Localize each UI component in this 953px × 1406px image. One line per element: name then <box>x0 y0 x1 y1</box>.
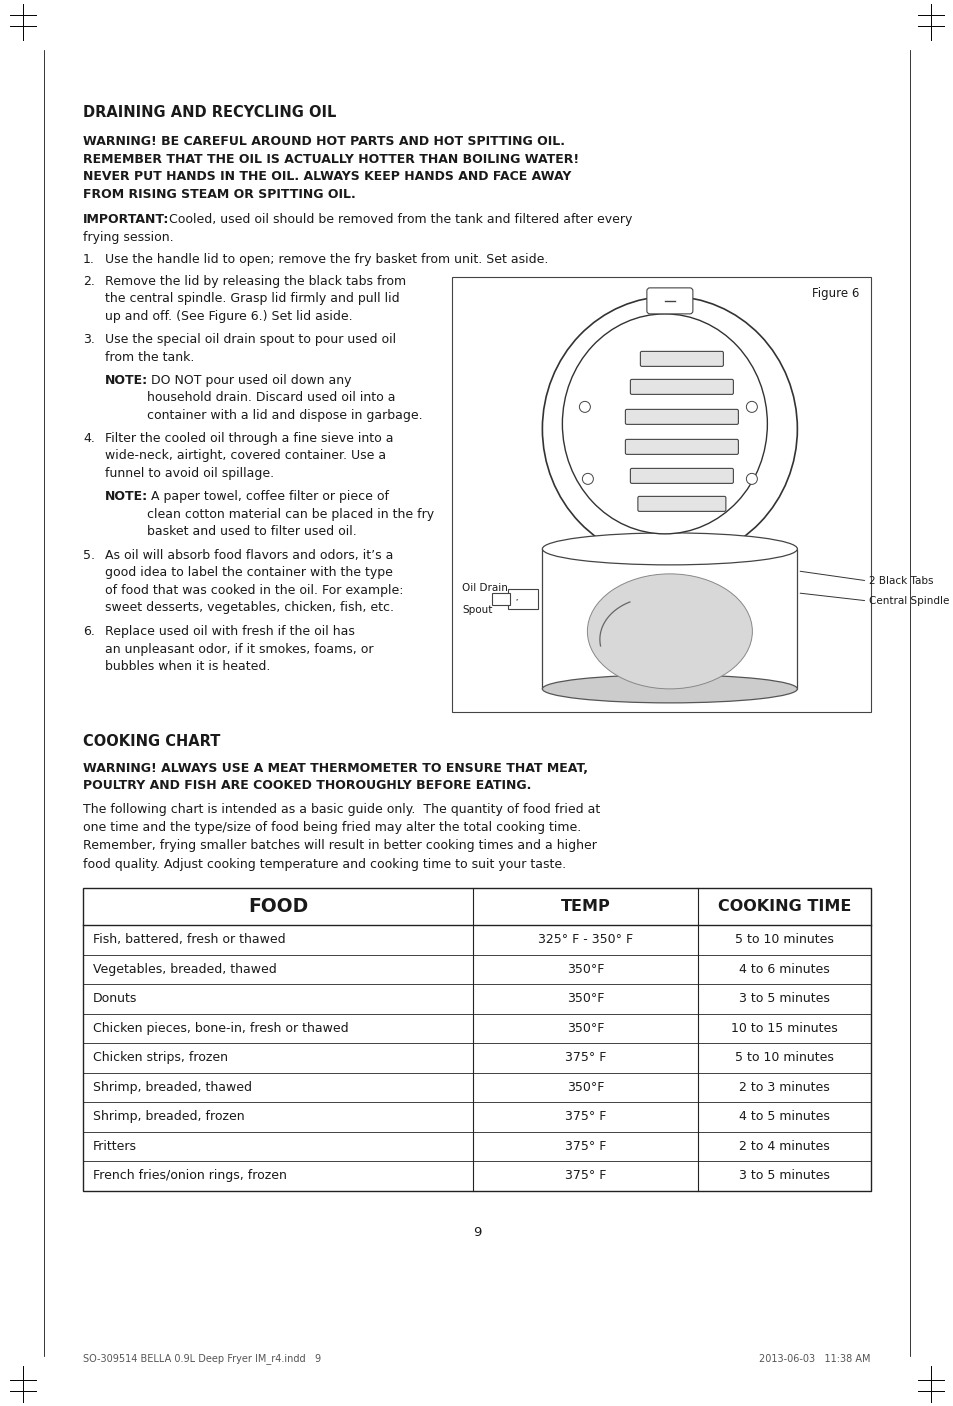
Text: 3 to 5 minutes: 3 to 5 minutes <box>739 993 829 1005</box>
Text: 6.: 6. <box>83 626 94 638</box>
Text: 375° F: 375° F <box>564 1140 605 1153</box>
Text: 350°F: 350°F <box>566 963 603 976</box>
Text: Replace used oil with fresh if the oil has
an unpleasant odor, if it smokes, foa: Replace used oil with fresh if the oil h… <box>105 626 374 673</box>
Text: NOTE:: NOTE: <box>105 491 148 503</box>
Text: 3.: 3. <box>83 333 94 346</box>
Text: 4 to 5 minutes: 4 to 5 minutes <box>739 1111 829 1123</box>
Circle shape <box>745 474 757 485</box>
Text: WARNING! ALWAYS USE A MEAT THERMOMETER TO ENSURE THAT MEAT,
POULTRY AND FISH ARE: WARNING! ALWAYS USE A MEAT THERMOMETER T… <box>83 762 587 793</box>
Text: SO-309514 BELLA 0.9L Deep Fryer IM_r4.indd   9: SO-309514 BELLA 0.9L Deep Fryer IM_r4.in… <box>83 1353 321 1364</box>
Text: 2.: 2. <box>83 276 94 288</box>
FancyBboxPatch shape <box>646 288 692 314</box>
Text: 5 to 10 minutes: 5 to 10 minutes <box>734 934 833 946</box>
FancyBboxPatch shape <box>625 439 738 454</box>
Text: 325° F - 350° F: 325° F - 350° F <box>537 934 632 946</box>
Text: Shrimp, breaded, frozen: Shrimp, breaded, frozen <box>92 1111 244 1123</box>
Text: DO NOT pour used oil down any
household drain. Discard used oil into a
container: DO NOT pour used oil down any household … <box>147 374 422 422</box>
Text: NOTE:: NOTE: <box>105 374 148 387</box>
FancyBboxPatch shape <box>625 409 738 425</box>
Bar <box>83 887 870 1191</box>
Text: Remove the lid by releasing the black tabs from
the central spindle. Grasp lid f: Remove the lid by releasing the black ta… <box>105 276 406 323</box>
Ellipse shape <box>561 314 766 534</box>
Text: 2 to 4 minutes: 2 to 4 minutes <box>739 1140 829 1153</box>
FancyBboxPatch shape <box>630 380 733 394</box>
FancyBboxPatch shape <box>639 352 722 367</box>
Text: Figure 6: Figure 6 <box>811 287 858 299</box>
Bar <box>492 593 510 605</box>
Text: 4 to 6 minutes: 4 to 6 minutes <box>739 963 829 976</box>
Text: Remember, frying smaller batches will result in better cooking times and a highe: Remember, frying smaller batches will re… <box>83 839 597 852</box>
Ellipse shape <box>542 533 797 565</box>
Bar <box>542 548 797 689</box>
Text: 5 to 10 minutes: 5 to 10 minutes <box>734 1052 833 1064</box>
Text: 350°F: 350°F <box>566 1081 603 1094</box>
Text: 2013-06-03   11:38 AM: 2013-06-03 11:38 AM <box>759 1354 870 1364</box>
Text: Donuts: Donuts <box>92 993 137 1005</box>
Text: The following chart is intended as a basic guide only.  The quantity of food fri: The following chart is intended as a bas… <box>83 803 599 815</box>
Text: 350°F: 350°F <box>566 1022 603 1035</box>
Text: 4.: 4. <box>83 432 94 444</box>
Text: 10 to 15 minutes: 10 to 15 minutes <box>730 1022 837 1035</box>
Text: Filter the cooled oil through a fine sieve into a
wide-neck, airtight, covered c: Filter the cooled oil through a fine sie… <box>105 432 393 479</box>
Text: 375° F: 375° F <box>564 1052 605 1064</box>
Bar <box>508 589 537 609</box>
Text: 375° F: 375° F <box>564 1111 605 1123</box>
Text: Central Spindle: Central Spindle <box>868 596 949 606</box>
Text: one time and the type/size of food being fried may alter the total cooking time.: one time and the type/size of food being… <box>83 821 580 834</box>
Text: 9: 9 <box>473 1226 480 1239</box>
FancyBboxPatch shape <box>638 496 725 512</box>
Text: Vegetables, breaded, thawed: Vegetables, breaded, thawed <box>92 963 276 976</box>
Text: COOKING TIME: COOKING TIME <box>717 898 850 914</box>
Text: As oil will absorb food flavors and odors, it’s a
good idea to label the contain: As oil will absorb food flavors and odor… <box>105 548 403 614</box>
Text: 3 to 5 minutes: 3 to 5 minutes <box>739 1170 829 1182</box>
Text: Cooled, used oil should be removed from the tank and filtered after every: Cooled, used oil should be removed from … <box>165 212 632 225</box>
Text: Chicken strips, frozen: Chicken strips, frozen <box>92 1052 228 1064</box>
Text: 350°F: 350°F <box>566 993 603 1005</box>
Text: Oil Drain: Oil Drain <box>461 583 507 593</box>
Text: WARNING! BE CAREFUL AROUND HOT PARTS AND HOT SPITTING OIL.
REMEMBER THAT THE OIL: WARNING! BE CAREFUL AROUND HOT PARTS AND… <box>83 135 578 201</box>
Text: French fries/onion rings, frozen: French fries/onion rings, frozen <box>92 1170 287 1182</box>
Text: Fritters: Fritters <box>92 1140 137 1153</box>
Text: 2 to 3 minutes: 2 to 3 minutes <box>739 1081 829 1094</box>
Circle shape <box>581 474 593 485</box>
Text: frying session.: frying session. <box>83 231 173 243</box>
Text: A paper towel, coffee filter or piece of
clean cotton material can be placed in : A paper towel, coffee filter or piece of… <box>147 491 434 538</box>
Circle shape <box>578 401 590 412</box>
Ellipse shape <box>587 574 752 689</box>
Text: 5.: 5. <box>83 548 95 561</box>
Ellipse shape <box>542 675 797 703</box>
Text: Fish, battered, fresh or thawed: Fish, battered, fresh or thawed <box>92 934 285 946</box>
Text: 1.: 1. <box>83 253 94 266</box>
Text: 2 Black Tabs: 2 Black Tabs <box>868 576 933 586</box>
FancyBboxPatch shape <box>630 468 733 484</box>
Text: IMPORTANT:: IMPORTANT: <box>83 212 170 225</box>
Text: DRAINING AND RECYCLING OIL: DRAINING AND RECYCLING OIL <box>83 105 336 120</box>
Text: food quality. Adjust cooking temperature and cooking time to suit your taste.: food quality. Adjust cooking temperature… <box>83 858 565 870</box>
Text: FOOD: FOOD <box>248 897 308 915</box>
Text: Spout: Spout <box>461 605 492 614</box>
Text: COOKING CHART: COOKING CHART <box>83 734 220 749</box>
Text: 375° F: 375° F <box>564 1170 605 1182</box>
Text: Shrimp, breaded, thawed: Shrimp, breaded, thawed <box>92 1081 252 1094</box>
Text: Chicken pieces, bone-in, fresh or thawed: Chicken pieces, bone-in, fresh or thawed <box>92 1022 348 1035</box>
Text: Use the special oil drain spout to pour used oil
from the tank.: Use the special oil drain spout to pour … <box>105 333 395 364</box>
Ellipse shape <box>542 297 797 561</box>
Text: TEMP: TEMP <box>559 898 610 914</box>
Bar <box>452 277 870 711</box>
Text: Use the handle lid to open; remove the fry basket from unit. Set aside.: Use the handle lid to open; remove the f… <box>105 253 548 266</box>
Circle shape <box>745 401 757 412</box>
